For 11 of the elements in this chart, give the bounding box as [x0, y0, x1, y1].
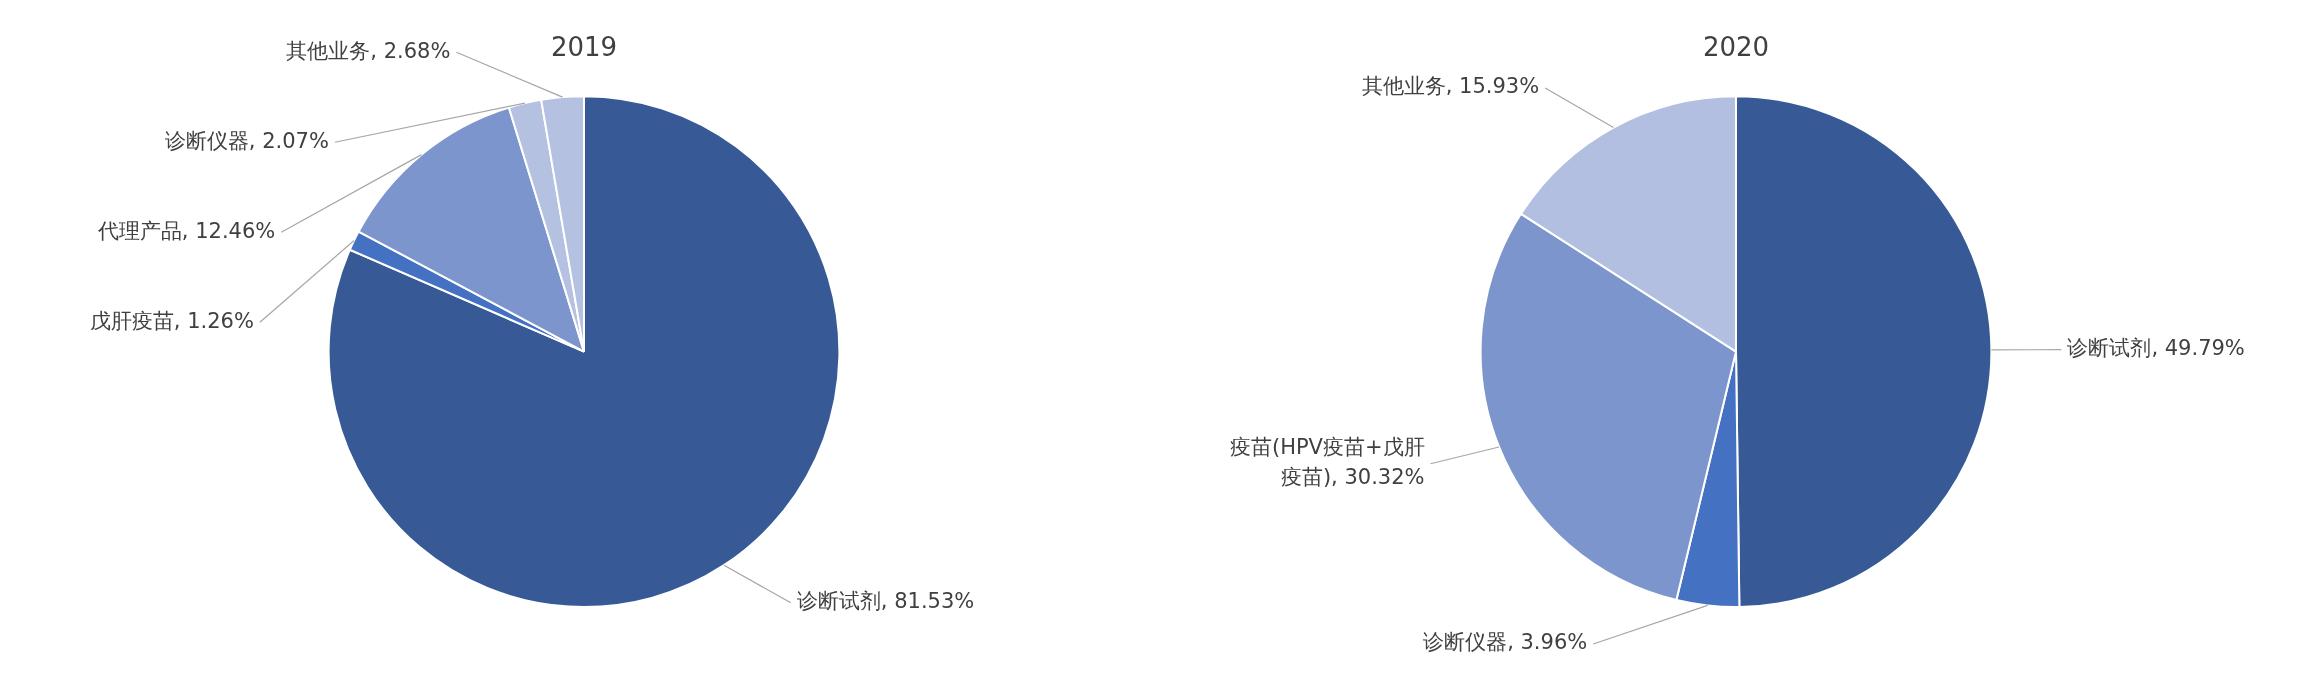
slice-label: 诊断试剂, 81.53% — [796, 589, 975, 614]
chart-title: 2020 — [1702, 32, 1770, 63]
slice-label: 戊肝疫苗, 1.26% — [89, 308, 254, 333]
slice-label: 诊断试剂, 49.79% — [2067, 336, 2245, 361]
slice-label: 其他业务, 2.68% — [286, 38, 451, 63]
slice-label: 诊断仪器, 3.96% — [1423, 630, 1588, 655]
slice-label: 其他业务, 15.93% — [1361, 74, 1540, 99]
slice-label: 疫苗(HPV疫苗+戊肝疫苗), 30.32% — [1229, 435, 1425, 490]
slice-label: 诊断仪器, 2.07% — [164, 128, 329, 153]
chart-title: 2019 — [550, 32, 618, 63]
slice-label: 代理产品, 12.46% — [96, 218, 276, 243]
